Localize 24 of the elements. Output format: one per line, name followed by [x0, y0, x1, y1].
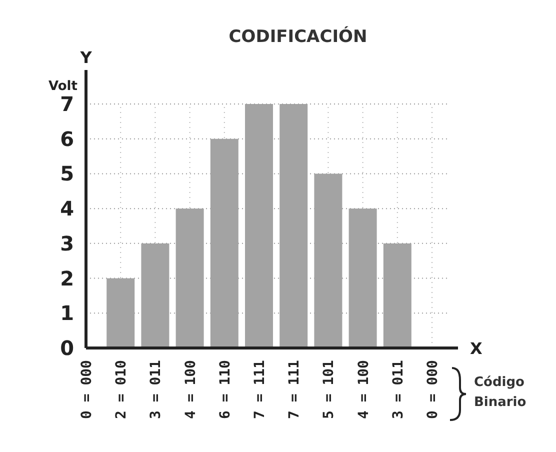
x-tick-label: 3 = 011 [390, 360, 406, 420]
x-tick-label: 0 = 000 [425, 360, 441, 420]
y-tick-label: 1 [60, 301, 74, 326]
x-tick-label: 6 = 110 [217, 360, 234, 420]
x-tick-label: 3 = 011 [148, 360, 164, 420]
x-tick-label: 7 = 111 [286, 360, 303, 420]
x-axis-title: X [470, 339, 483, 358]
y-tick-label: 6 [60, 126, 74, 151]
text: Código Binario [474, 375, 526, 410]
y-tick-label: 2 [60, 266, 74, 290]
y-tick-label: 0 [60, 336, 74, 360]
chart-title: CODIFICACIÓN [228, 26, 368, 47]
x-tick-label: 4 = 100 [182, 360, 199, 420]
x-tick-label: 7 = 111 [252, 360, 268, 420]
y-tick-label: 4 [60, 196, 74, 221]
y-tick-label: 5 [60, 162, 74, 186]
x-tick-label: 2 = 010 [114, 360, 130, 420]
x-tick-label: 5 = 101 [321, 360, 338, 420]
text: Y [79, 48, 92, 67]
x-tick-label: 0 = 000 [79, 360, 95, 420]
x-tick-label: 4 = 100 [356, 360, 372, 420]
y-tick-label: 7 [60, 92, 74, 116]
y-axis-title: Volt [48, 79, 78, 94]
y-tick-label: 3 [60, 231, 74, 256]
